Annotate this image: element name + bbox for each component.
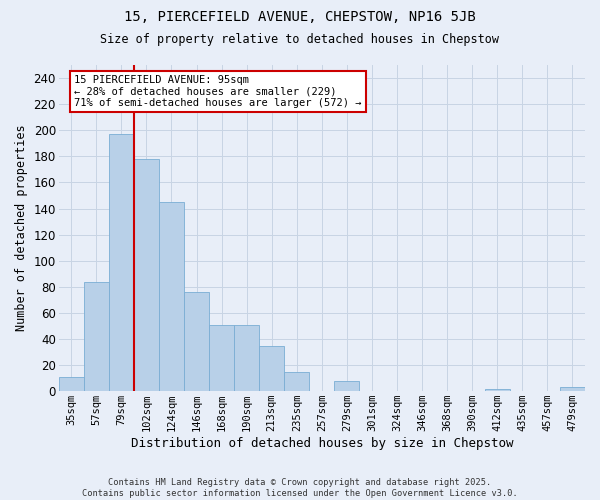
- Bar: [159, 202, 184, 391]
- Bar: [184, 292, 209, 391]
- Bar: [234, 324, 259, 391]
- Bar: [284, 372, 310, 391]
- Text: Size of property relative to detached houses in Chepstow: Size of property relative to detached ho…: [101, 32, 499, 46]
- Bar: [109, 134, 134, 391]
- Text: Contains HM Land Registry data © Crown copyright and database right 2025.
Contai: Contains HM Land Registry data © Crown c…: [82, 478, 518, 498]
- Bar: [134, 159, 159, 391]
- Bar: [59, 377, 84, 391]
- Bar: [334, 380, 359, 391]
- Text: 15, PIERCEFIELD AVENUE, CHEPSTOW, NP16 5JB: 15, PIERCEFIELD AVENUE, CHEPSTOW, NP16 5…: [124, 10, 476, 24]
- Bar: [84, 282, 109, 391]
- Text: 15 PIERCEFIELD AVENUE: 95sqm
← 28% of detached houses are smaller (229)
71% of s: 15 PIERCEFIELD AVENUE: 95sqm ← 28% of de…: [74, 75, 362, 108]
- Bar: [209, 324, 234, 391]
- Y-axis label: Number of detached properties: Number of detached properties: [15, 125, 28, 332]
- Bar: [259, 346, 284, 391]
- Bar: [560, 388, 585, 391]
- X-axis label: Distribution of detached houses by size in Chepstow: Distribution of detached houses by size …: [131, 437, 513, 450]
- Bar: [485, 388, 510, 391]
